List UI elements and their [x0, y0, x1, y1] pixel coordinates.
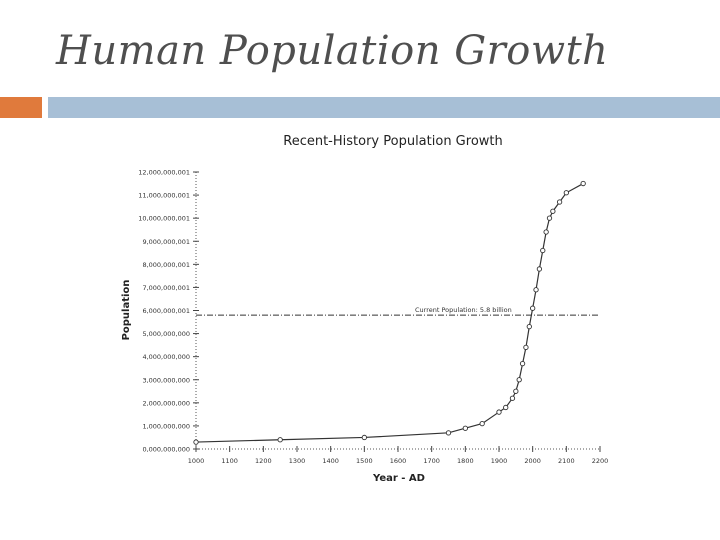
data-point: [516, 377, 522, 383]
data-point: [519, 360, 526, 367]
data-point: [536, 266, 543, 272]
accent-bar: [48, 97, 720, 118]
data-point: [445, 430, 452, 436]
y-tick-label: 8,000,000,001: [142, 261, 190, 269]
y-tick-label: 1,000,000,000: [142, 422, 190, 430]
y-tick-label: 2,000,000,000: [142, 399, 190, 407]
x-tick-label: 1400: [322, 457, 339, 465]
accent-square: [0, 97, 42, 118]
data-point: [580, 180, 586, 187]
data-point: [556, 199, 563, 205]
y-tick-label: 4,000,000,000: [142, 353, 190, 361]
x-tick-label: 2000: [524, 457, 541, 465]
y-tick-label: 9,000,000,001: [142, 238, 190, 246]
data-point: [496, 409, 502, 415]
x-tick-label: 1800: [457, 457, 474, 465]
x-tick-label: 1000: [188, 457, 205, 465]
y-tick-label: 11,000,000,001: [138, 192, 190, 200]
x-tick-label: 1300: [289, 457, 306, 465]
reference-line-label: Current Population: 5.8 billion: [415, 306, 512, 314]
x-tick-label: 1900: [491, 457, 508, 465]
data-point: [550, 208, 556, 214]
series-group: [193, 180, 586, 445]
data-point: [361, 434, 367, 441]
data-point: [563, 190, 569, 196]
data-point: [540, 247, 546, 254]
data-point: [546, 215, 553, 221]
x-tick-label: 1200: [255, 457, 272, 465]
y-tick-label: 6,000,000,001: [142, 307, 190, 315]
data-point: [462, 425, 468, 431]
series-line: [195, 183, 584, 443]
data-point: [533, 287, 539, 293]
data-point: [526, 324, 532, 330]
chart-title: Recent-History Population Growth: [283, 134, 503, 149]
data-point: [513, 388, 519, 394]
y-tick-label: 5,000,000,000: [142, 330, 190, 338]
data-point: [193, 439, 199, 445]
y-tick-label: 12,000,000,001: [138, 169, 190, 177]
data-point: [277, 437, 283, 443]
x-tick-label: 1600: [390, 457, 407, 465]
data-point: [479, 420, 485, 427]
x-tick-label: 1100: [221, 457, 238, 465]
y-tick-label: 3,000,000,000: [142, 376, 190, 384]
x-tick-label: 2100: [558, 457, 575, 465]
x-axis-label: Year - AD: [372, 473, 425, 484]
x-tick-label: 2200: [592, 457, 609, 465]
data-point: [503, 404, 509, 411]
y-tick-label: 0,000,000,000: [142, 446, 190, 454]
y-tick-label: 7,000,000,001: [142, 284, 190, 292]
data-point: [543, 229, 549, 235]
x-tick-label: 1700: [423, 457, 440, 465]
data-point: [523, 344, 529, 351]
y-tick-label: 10,000,000,001: [138, 215, 190, 223]
y-axis-label: Population: [121, 280, 132, 341]
slide-title: Human Population Growth: [56, 28, 609, 74]
reference-line-group: Current Population: 5.8 billion: [196, 306, 600, 316]
chart-axes: 0,000,000,000 1,000,000,000 2,000,000,000 3…: [138, 169, 608, 466]
data-point: [509, 395, 516, 401]
x-tick-label: 1500: [356, 457, 373, 465]
data-point: [530, 305, 536, 311]
